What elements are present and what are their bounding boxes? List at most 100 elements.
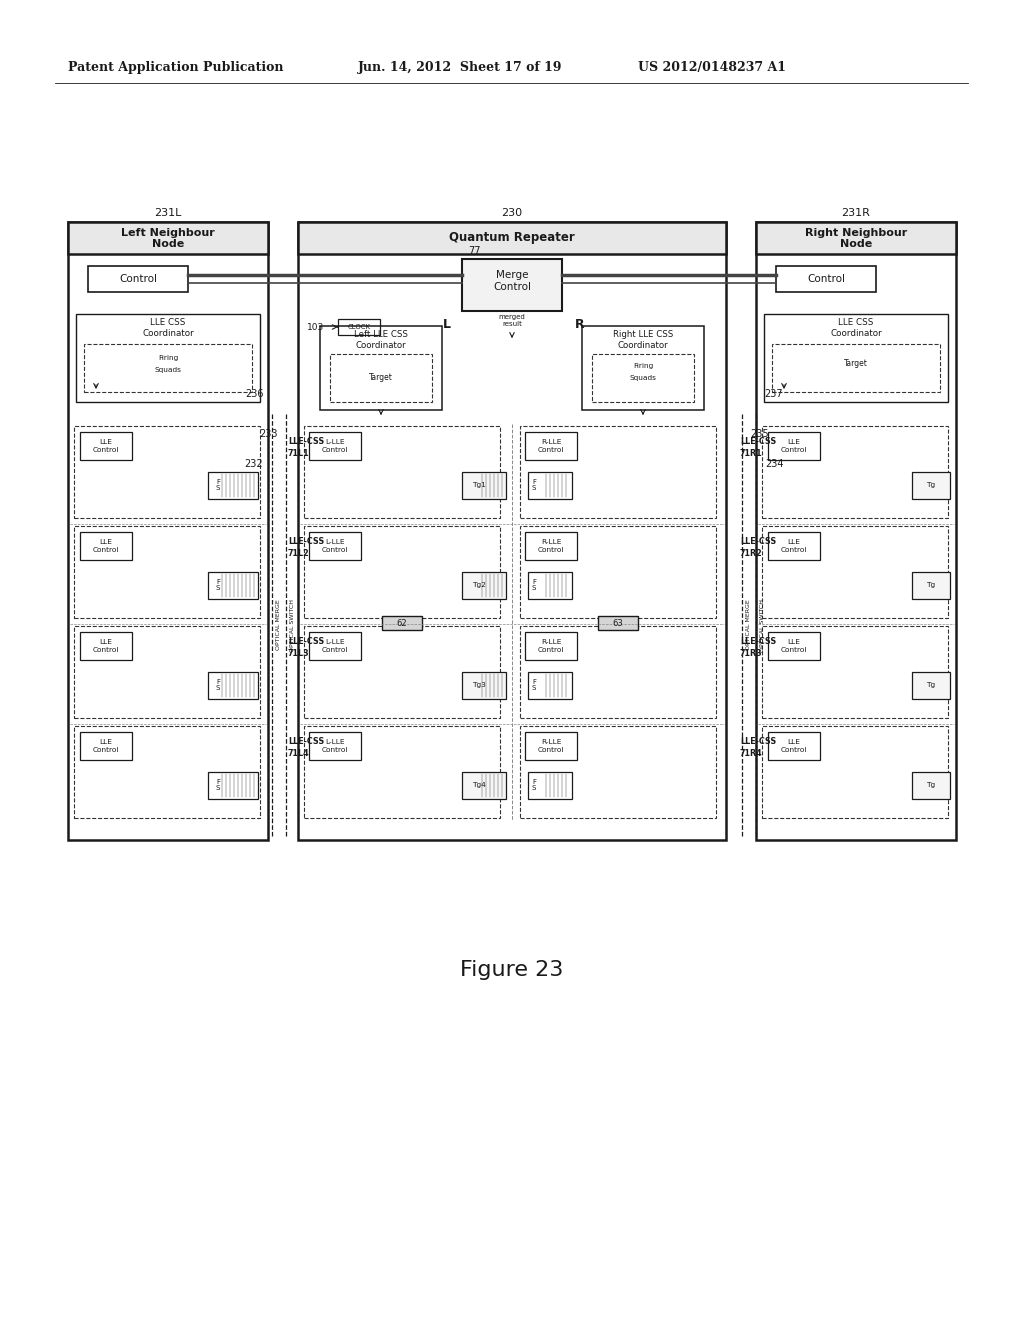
Text: Tg: Tg [927,482,936,488]
Text: 71L2: 71L2 [288,549,309,558]
Text: Merge
Control: Merge Control [493,271,531,292]
Text: 71L1: 71L1 [288,450,309,458]
Text: LLE-CSS: LLE-CSS [740,738,776,747]
Text: LLE
Control: LLE Control [780,440,807,453]
Bar [525,532,577,560]
Bar [598,616,638,630]
Bar [304,726,500,818]
Bar [84,345,252,392]
Bar [74,626,260,718]
Text: Quantum Repeater: Quantum Repeater [450,231,574,244]
Text: Tg: Tg [927,781,936,788]
Text: F
S: F S [216,578,220,591]
Text: LLE-CSS: LLE-CSS [288,437,325,446]
Bar [582,326,705,411]
Bar [208,572,258,599]
Bar [309,632,361,660]
Bar [309,733,361,760]
Text: OPTICAL MERGE: OPTICAL MERGE [276,599,282,651]
Text: LLE
Control: LLE Control [93,739,119,752]
Bar [762,626,948,718]
Bar [756,222,956,253]
Text: LLE-CSS: LLE-CSS [288,537,325,546]
Bar [304,525,500,618]
Bar [528,772,572,799]
Bar [68,222,268,840]
Text: OPTICAL SWITCH: OPTICAL SWITCH [291,598,296,652]
Text: LLE-CSS: LLE-CSS [740,437,776,446]
Bar [772,345,940,392]
Text: Firing: Firing [633,363,653,370]
Text: R-LLE
Control: R-LLE Control [538,440,564,453]
Bar [768,432,820,459]
Bar [528,572,572,599]
Text: 77: 77 [468,246,480,256]
Text: US 2012/0148237 A1: US 2012/0148237 A1 [638,62,786,74]
Bar [528,473,572,499]
Text: Target: Target [369,374,393,383]
Bar [208,772,258,799]
Bar [76,314,260,403]
Text: Squads: Squads [155,367,181,374]
Text: Left LLE CSS
Coordinator: Left LLE CSS Coordinator [354,330,408,350]
Text: 71R1: 71R1 [740,450,763,458]
Text: Figure 23: Figure 23 [461,960,563,979]
Text: 103: 103 [307,322,324,331]
Text: Patent Application Publication: Patent Application Publication [68,62,284,74]
Text: L: L [443,318,451,331]
Text: L-LLE
Control: L-LLE Control [322,739,348,752]
Text: LLE
Control: LLE Control [780,540,807,553]
Text: Right LLE CSS
Coordinator: Right LLE CSS Coordinator [613,330,673,350]
Bar [309,432,361,459]
Bar [762,525,948,618]
Bar [80,432,132,459]
Text: F
S: F S [531,479,537,491]
Text: 237: 237 [765,389,783,399]
Bar [208,473,258,499]
Bar [304,426,500,517]
Text: 232: 232 [245,459,263,469]
Bar [462,772,506,799]
Text: 231R: 231R [842,209,870,218]
Bar [338,319,380,335]
Bar [208,672,258,700]
Bar [764,314,948,403]
Bar [525,632,577,660]
Bar [528,672,572,700]
Text: F
S: F S [531,678,537,692]
Text: Left Neighbour: Left Neighbour [121,228,215,238]
Bar [88,267,188,292]
Bar [462,672,506,700]
Text: Tg: Tg [927,682,936,688]
Text: LLE CSS
Coordinator: LLE CSS Coordinator [142,318,194,338]
Bar [80,632,132,660]
Bar [768,733,820,760]
Text: F
S: F S [216,479,220,491]
Text: L-LLE
Control: L-LLE Control [322,540,348,553]
Bar [309,532,361,560]
Bar [762,726,948,818]
Text: Target: Target [844,359,868,368]
Bar [520,626,716,718]
Text: Node: Node [152,239,184,249]
Bar [74,525,260,618]
Text: LLE-CSS: LLE-CSS [288,738,325,747]
Text: Tg4: Tg4 [472,781,485,788]
Text: Tg3: Tg3 [472,682,485,688]
Text: LLE
Control: LLE Control [780,639,807,652]
Text: R-LLE
Control: R-LLE Control [538,739,564,752]
Text: 236: 236 [245,389,263,399]
Text: merged
result: merged result [499,314,525,327]
Text: 233: 233 [259,429,278,440]
Text: OPTICAL MERGE: OPTICAL MERGE [746,599,752,651]
Text: F
S: F S [216,678,220,692]
Bar [912,772,950,799]
Text: R-LLE
Control: R-LLE Control [538,540,564,553]
Bar [525,432,577,459]
Text: CLOCK: CLOCK [347,323,371,330]
Text: Squads: Squads [630,375,656,381]
Bar [520,525,716,618]
Text: Tg: Tg [927,582,936,587]
Text: Tg1: Tg1 [472,482,486,488]
Text: 62: 62 [396,619,408,627]
